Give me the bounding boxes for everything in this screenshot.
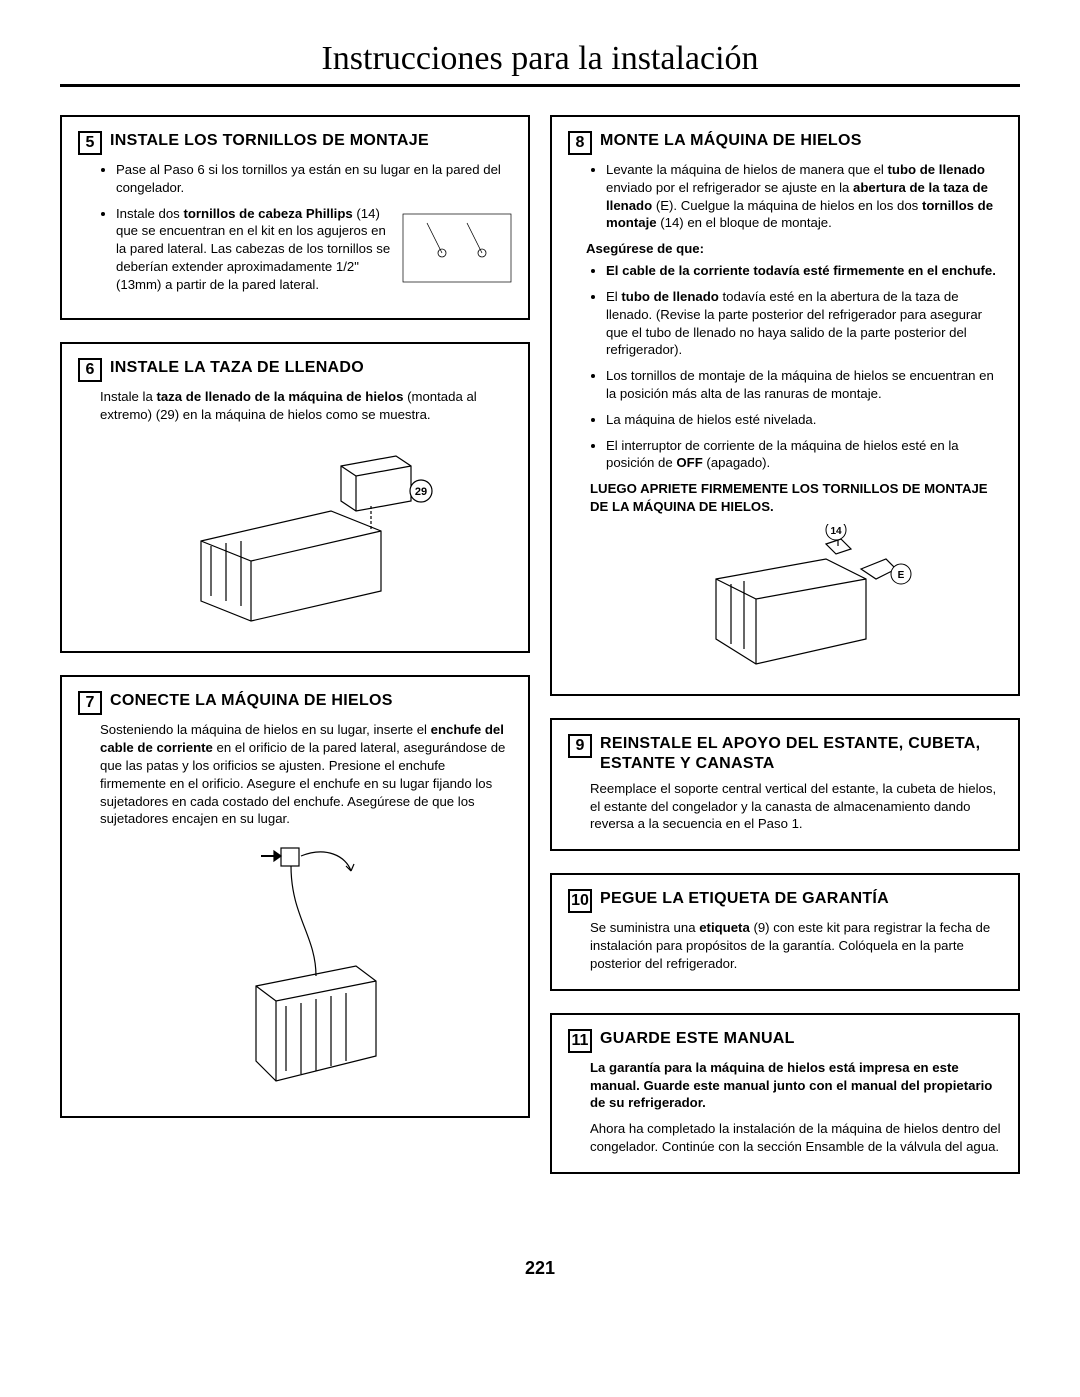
text: tornillos de cabeza Phillips xyxy=(183,206,352,221)
step-number: 7 xyxy=(78,691,102,715)
callout-E: E xyxy=(898,570,905,581)
bullet: El tubo de llenado todavía esté en la ab… xyxy=(606,288,1002,359)
step-11: 11 GUARDE ESTE MANUAL La garantía para l… xyxy=(550,1013,1020,1174)
step-9: 9 REINSTALE EL APOYO DEL ESTANTE, CUBETA… xyxy=(550,718,1020,851)
screws-illustration xyxy=(402,213,512,283)
text: Levante la máquina de hielos de manera q… xyxy=(606,162,888,177)
text: enviado por el refrigerador se ajuste en… xyxy=(606,180,853,195)
paragraph: Reemplace el soporte central vertical de… xyxy=(590,780,1002,833)
step-5: 5 INSTALE LOS TORNILLOS DE MONTAJE Pase … xyxy=(60,115,530,320)
step-number: 9 xyxy=(568,734,592,758)
bullet: La máquina de hielos esté nivelada. xyxy=(606,411,1002,429)
fill-cup-illustration: 29 xyxy=(171,431,441,631)
step-title: CONECTE LA MÁQUINA DE HIELOS xyxy=(110,691,393,711)
paragraph: Sosteniendo la máquina de hielos en su l… xyxy=(100,721,512,828)
text: Instale la xyxy=(100,389,156,404)
page-title: Instrucciones para la instalación xyxy=(60,40,1020,78)
text: El xyxy=(606,289,621,304)
text: Se suministra una xyxy=(590,920,699,935)
step-number: 8 xyxy=(568,131,592,155)
text: Sosteniendo la máquina de hielos en su l… xyxy=(100,722,431,737)
mount-illustration: 14 E xyxy=(676,524,916,674)
right-column: 8 MONTE LA MÁQUINA DE HIELOS Levante la … xyxy=(550,115,1020,1196)
step-title: INSTALE LA TAZA DE LLENADO xyxy=(110,358,364,378)
text: tubo de llenado xyxy=(621,289,718,304)
step-8: 8 MONTE LA MÁQUINA DE HIELOS Levante la … xyxy=(550,115,1020,696)
step-number: 6 xyxy=(78,358,102,382)
step-10: 10 PEGUE LA ETIQUETA DE GARANTÍA Se sumi… xyxy=(550,873,1020,990)
text: El interruptor de corriente de la máquin… xyxy=(606,438,959,471)
text: OFF xyxy=(676,455,702,470)
text: (14) en el bloque de montaje. xyxy=(657,215,832,230)
step-6: 6 INSTALE LA TAZA DE LLENADO Instale la … xyxy=(60,342,530,654)
paragraph: La garantía para la máquina de hielos es… xyxy=(590,1059,1002,1112)
step-number: 11 xyxy=(568,1029,592,1053)
bullet: El cable de la corriente todavía esté fi… xyxy=(606,262,1002,280)
bullet: Instale dos tornillos de cabeza Phillips… xyxy=(116,205,512,294)
step-title: INSTALE LOS TORNILLOS DE MONTAJE xyxy=(110,131,429,151)
text: tubo de llenado xyxy=(888,162,985,177)
step-title: MONTE LA MÁQUINA DE HIELOS xyxy=(600,131,862,151)
text: (apagado). xyxy=(703,455,770,470)
paragraph: Ahora ha completado la instalación de la… xyxy=(590,1120,1002,1156)
step-title: REINSTALE EL APOYO DEL ESTANTE, CUBETA, … xyxy=(600,734,1002,774)
bullet: Pase al Paso 6 si los tornillos ya están… xyxy=(116,161,512,197)
text: (E). Cuelgue la máquina de hielos en los… xyxy=(652,198,922,213)
step-title: PEGUE LA ETIQUETA DE GARANTÍA xyxy=(600,889,889,909)
text: taza de llenado de la máquina de hielos xyxy=(156,389,403,404)
callout-14: 14 xyxy=(830,526,842,537)
left-column: 5 INSTALE LOS TORNILLOS DE MONTAJE Pase … xyxy=(60,115,530,1196)
text: etiqueta xyxy=(699,920,750,935)
paragraph: Instale la taza de llenado de la máquina… xyxy=(100,388,512,424)
paragraph: Se suministra una etiqueta (9) con este … xyxy=(590,919,1002,972)
step-number: 10 xyxy=(568,889,592,913)
step-title: GUARDE ESTE MANUAL xyxy=(600,1029,795,1049)
tighten-note: LUEGO APRIETE FIRMEMENTE LOS TORNILLOS D… xyxy=(590,480,1002,516)
bullet: El interruptor de corriente de la máquin… xyxy=(606,437,1002,473)
plug-illustration xyxy=(206,836,406,1096)
bullet: Los tornillos de montaje de la máquina d… xyxy=(606,367,1002,403)
content-columns: 5 INSTALE LOS TORNILLOS DE MONTAJE Pase … xyxy=(60,115,1020,1196)
assure-heading: Asegúrese de que: xyxy=(586,240,1002,258)
page-number: 221 xyxy=(60,1258,1020,1279)
step-number: 5 xyxy=(78,131,102,155)
title-rule xyxy=(60,84,1020,87)
bullet: Levante la máquina de hielos de manera q… xyxy=(606,161,1002,232)
callout-29: 29 xyxy=(415,486,427,498)
text: Instale dos xyxy=(116,206,183,221)
step-7: 7 CONECTE LA MÁQUINA DE HIELOS Sostenien… xyxy=(60,675,530,1118)
